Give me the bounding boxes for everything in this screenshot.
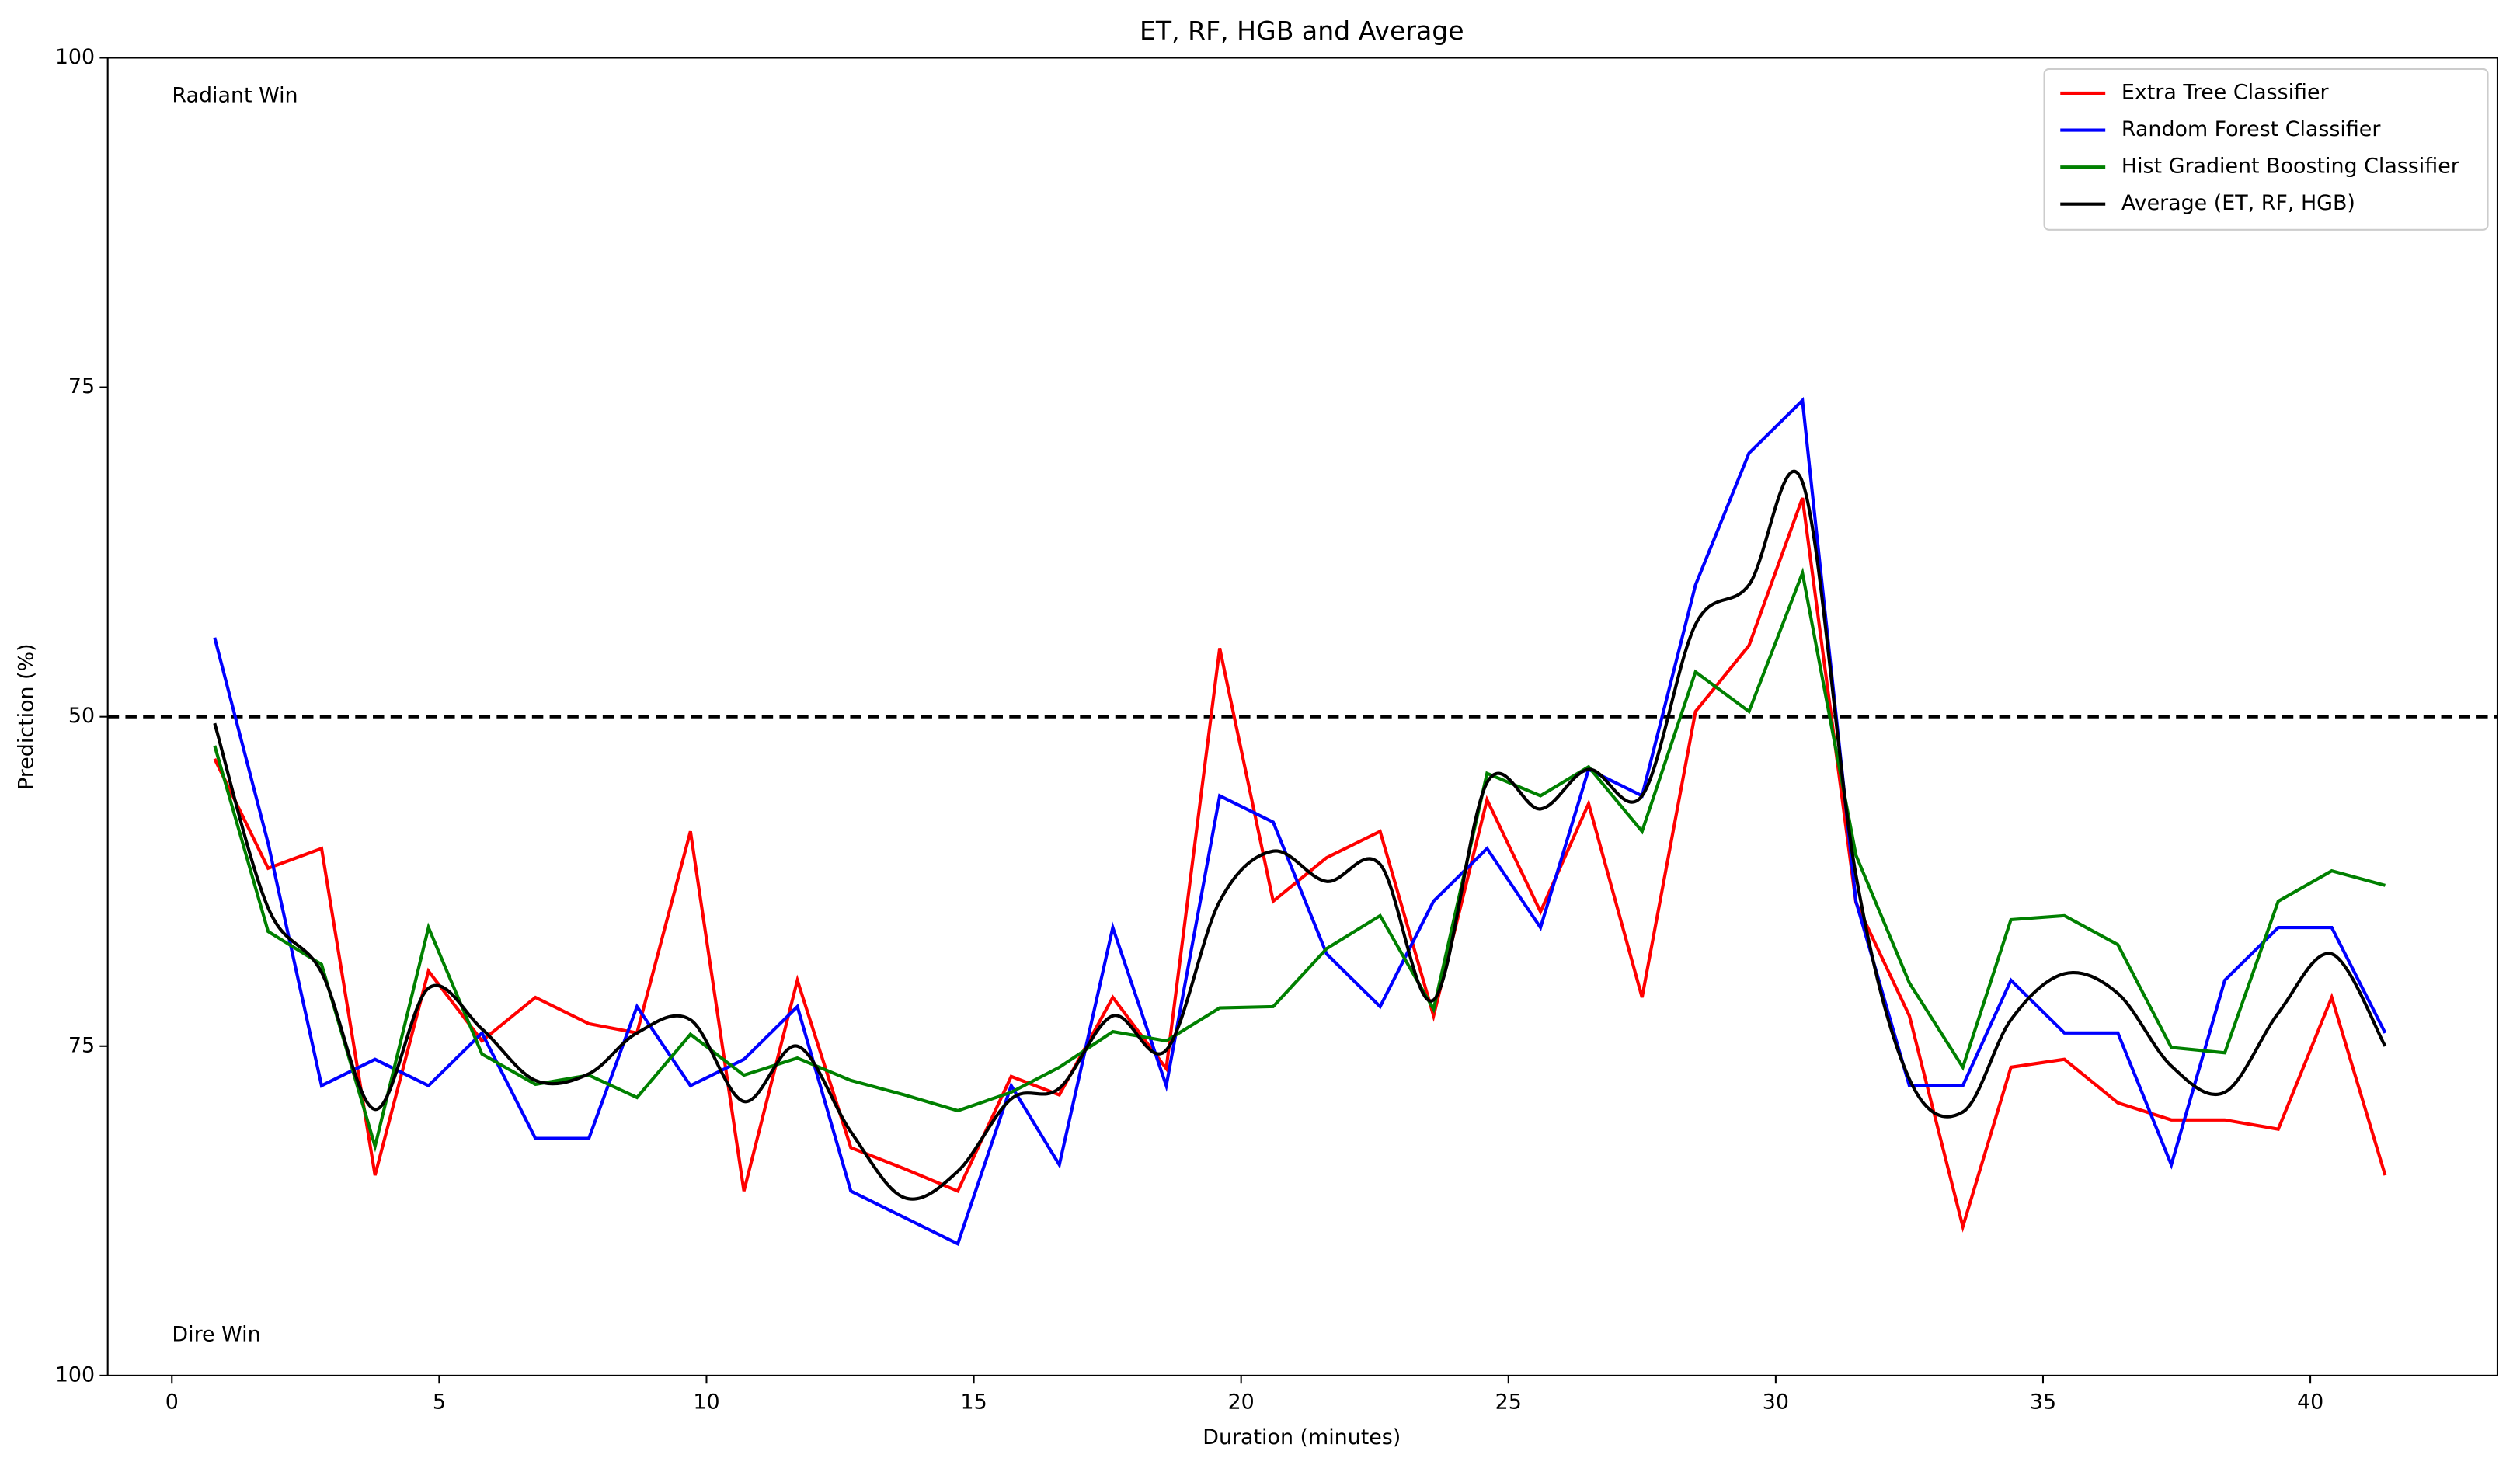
x-tick-label: 30: [1763, 1390, 1789, 1415]
legend-label: Hist Gradient Boosting Classifier: [2121, 155, 2460, 179]
y-axis-label: Prediction (%): [15, 643, 39, 790]
y-tick-label: 75: [68, 374, 95, 398]
annotation: Dire Win: [172, 1323, 260, 1347]
y-tick-label: 100: [55, 45, 95, 69]
chart-title: ET, RF, HGB and Average: [1140, 16, 1464, 46]
x-tick-label: 25: [1495, 1390, 1522, 1415]
x-tick-label: 15: [960, 1390, 987, 1415]
x-tick-label: 40: [2297, 1390, 2323, 1415]
legend-label: Average (ET, RF, HGB): [2121, 191, 2355, 215]
x-tick-label: 10: [693, 1390, 719, 1415]
x-tick-label: 0: [165, 1390, 179, 1415]
line: [213, 469, 2387, 1201]
y-tick-label: 75: [68, 1033, 95, 1057]
x-axis-label: Duration (minutes): [1203, 1425, 1401, 1449]
plot-frame: [106, 57, 2498, 1376]
line: [213, 497, 2387, 1233]
y-tick-label: 50: [68, 704, 95, 728]
line: [213, 397, 2387, 1247]
legend-label: Random Forest Classifier: [2121, 117, 2381, 141]
x-tick-label: 5: [433, 1390, 446, 1415]
x-tick-label: 35: [2030, 1390, 2056, 1415]
annotation: Radiant Win: [172, 84, 298, 108]
legend-label: Extra Tree Classifier: [2121, 80, 2330, 104]
x-tick-label: 20: [1228, 1390, 1255, 1415]
legend-box: [2043, 68, 2489, 231]
y-tick-label: 100: [55, 1362, 95, 1387]
